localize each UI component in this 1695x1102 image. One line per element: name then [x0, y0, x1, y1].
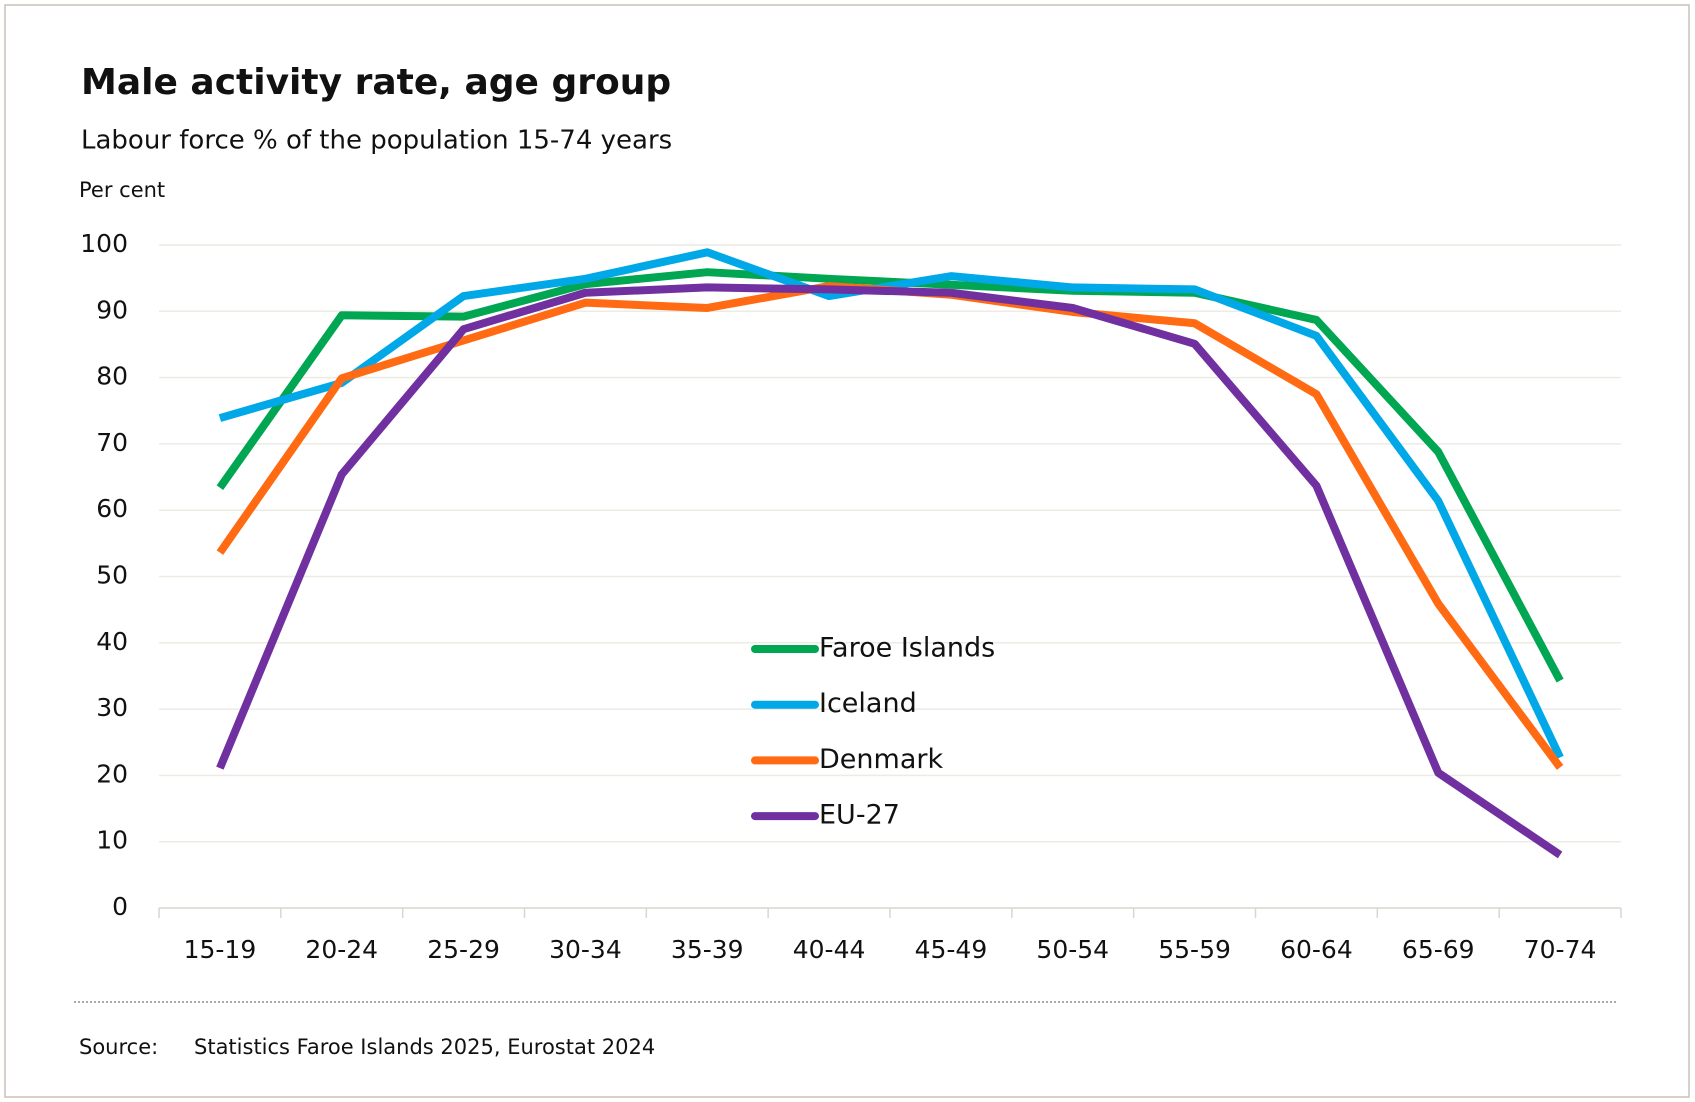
y-tick-label: 0 [112, 892, 128, 921]
y-tick-label: 80 [96, 362, 128, 391]
legend-label: Iceland [819, 688, 917, 719]
frame [4, 4, 1690, 1098]
y-tick-label: 60 [96, 494, 128, 523]
x-tick-label: 30-34 [549, 935, 622, 964]
source-label: Source: [79, 1035, 158, 1059]
y-tick-label: 30 [96, 693, 128, 722]
y-tick-label: 10 [96, 826, 128, 855]
x-tick-label: 20-24 [305, 935, 378, 964]
y-tick-label: 20 [96, 759, 128, 788]
series-line [216, 283, 1563, 859]
y-tick-label: 50 [96, 561, 128, 590]
chart-title: Male activity rate, age group [81, 62, 671, 103]
series-line [218, 248, 1564, 760]
legend-label: Denmark [819, 744, 943, 775]
x-tick-label: 45-49 [915, 935, 988, 964]
x-tick-label: 15-19 [184, 935, 257, 964]
y-tick-label: 70 [96, 428, 128, 457]
x-tick-label: 65-69 [1402, 935, 1475, 964]
chart-subtitle: Labour force % of the population 15-74 y… [81, 126, 672, 156]
x-tick-label: 50-54 [1036, 935, 1109, 964]
x-tick-label: 25-29 [427, 935, 500, 964]
legend-label: Faroe Islands [819, 633, 995, 664]
y-tick-label: 40 [96, 627, 128, 656]
x-tick-label: 60-64 [1280, 935, 1353, 964]
source: Statistics Faroe Islands 2025, Eurostat … [194, 1035, 655, 1059]
x-tick-label: 40-44 [793, 935, 866, 964]
y-tick-label: 100 [80, 229, 128, 258]
x-tick-label: 55-59 [1158, 935, 1231, 964]
legend-label: EU-27 [819, 800, 900, 831]
y-axis-label: Per cent [79, 178, 165, 202]
x-tick-label: 35-39 [671, 935, 744, 964]
y-tick-label: 90 [96, 295, 128, 324]
x-tick-label: 70-74 [1524, 935, 1597, 964]
series-line [216, 268, 1564, 683]
